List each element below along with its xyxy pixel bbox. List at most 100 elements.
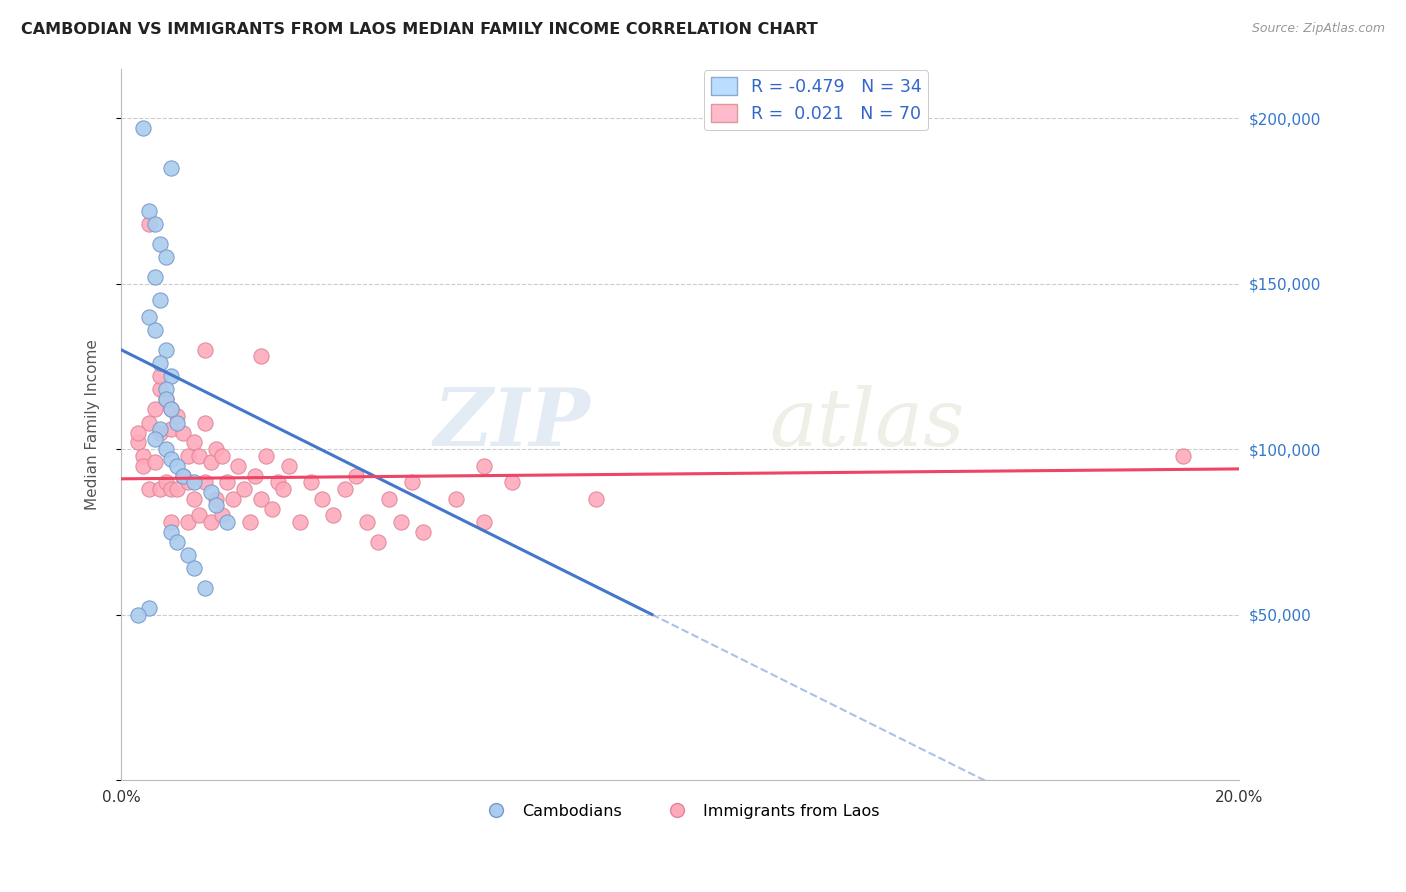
Point <box>155 475 177 490</box>
Point <box>149 425 172 440</box>
Point <box>155 392 177 407</box>
Point <box>299 475 322 490</box>
Point <box>245 468 267 483</box>
Point <box>266 475 288 490</box>
Point <box>138 310 160 324</box>
Point <box>160 524 183 539</box>
Text: ZIP: ZIP <box>433 385 591 463</box>
Point <box>254 449 277 463</box>
Point <box>446 491 468 506</box>
Point <box>172 468 194 483</box>
Point <box>177 449 200 463</box>
Point <box>160 402 183 417</box>
Point <box>183 561 205 575</box>
Point <box>160 161 183 175</box>
Point <box>271 482 294 496</box>
Point <box>250 491 273 506</box>
Point <box>166 409 188 423</box>
Point <box>155 250 177 264</box>
Point <box>172 468 194 483</box>
Point <box>260 501 283 516</box>
Point <box>149 383 172 397</box>
Point <box>217 515 239 529</box>
Point <box>401 475 423 490</box>
Point <box>183 435 205 450</box>
Point <box>143 270 166 285</box>
Point <box>138 416 160 430</box>
Point <box>138 217 160 231</box>
Point <box>501 475 523 490</box>
Point <box>1171 449 1194 463</box>
Point <box>194 475 217 490</box>
Point <box>155 392 177 407</box>
Point <box>356 515 378 529</box>
Text: Source: ZipAtlas.com: Source: ZipAtlas.com <box>1251 22 1385 36</box>
Point <box>205 442 228 456</box>
Point <box>412 524 434 539</box>
Point <box>143 323 166 337</box>
Point <box>177 515 200 529</box>
Point <box>166 482 188 496</box>
Point <box>138 203 160 218</box>
Point <box>149 356 172 370</box>
Point <box>233 482 256 496</box>
Point <box>472 515 495 529</box>
Point <box>132 458 155 473</box>
Point <box>166 534 188 549</box>
Point <box>228 458 250 473</box>
Point <box>194 416 217 430</box>
Point <box>132 121 155 136</box>
Point <box>344 468 367 483</box>
Point <box>149 293 172 307</box>
Point <box>127 607 149 622</box>
Point <box>389 515 412 529</box>
Point <box>200 485 222 500</box>
Point <box>172 425 194 440</box>
Text: CAMBODIAN VS IMMIGRANTS FROM LAOS MEDIAN FAMILY INCOME CORRELATION CHART: CAMBODIAN VS IMMIGRANTS FROM LAOS MEDIAN… <box>21 22 818 37</box>
Point <box>166 458 188 473</box>
Y-axis label: Median Family Income: Median Family Income <box>86 339 100 509</box>
Point <box>211 449 233 463</box>
Point <box>143 402 166 417</box>
Point <box>149 482 172 496</box>
Text: atlas: atlas <box>769 385 965 463</box>
Point <box>194 581 217 595</box>
Point <box>127 425 149 440</box>
Point <box>177 548 200 562</box>
Point <box>177 475 200 490</box>
Point <box>200 515 222 529</box>
Point <box>222 491 245 506</box>
Point <box>127 435 149 450</box>
Point <box>160 482 183 496</box>
Point <box>585 491 607 506</box>
Point <box>200 455 222 469</box>
Point <box>250 350 273 364</box>
Point <box>378 491 401 506</box>
Point <box>160 369 183 384</box>
Point <box>143 432 166 446</box>
Point <box>160 515 183 529</box>
Point <box>188 508 211 523</box>
Point <box>194 343 217 357</box>
Point <box>183 491 205 506</box>
Legend: Cambodians, Immigrants from Laos: Cambodians, Immigrants from Laos <box>474 797 886 825</box>
Point <box>211 508 233 523</box>
Point <box>149 236 172 251</box>
Point <box>143 455 166 469</box>
Point <box>472 458 495 473</box>
Point <box>160 422 183 436</box>
Point <box>188 449 211 463</box>
Point <box>205 498 228 512</box>
Point <box>143 217 166 231</box>
Point <box>288 515 311 529</box>
Point <box>155 343 177 357</box>
Point <box>155 383 177 397</box>
Point <box>138 482 160 496</box>
Point <box>160 452 183 467</box>
Point <box>149 422 172 436</box>
Point <box>155 442 177 456</box>
Point <box>217 475 239 490</box>
Point <box>367 534 389 549</box>
Point <box>277 458 299 473</box>
Point <box>160 402 183 417</box>
